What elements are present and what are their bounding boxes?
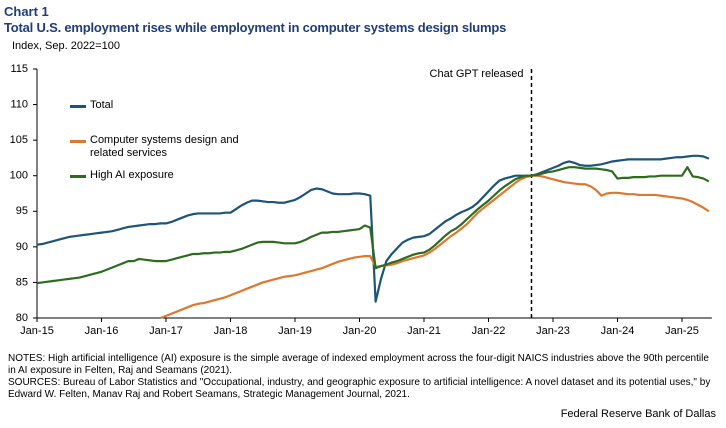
legend-swatch: [70, 140, 86, 143]
legend-label: Total: [90, 99, 114, 111]
y-tick-label: 85: [16, 276, 28, 288]
x-tick-label: Jan-20: [343, 325, 377, 337]
legend-swatch: [70, 105, 86, 108]
x-tick-label: Jan-23: [536, 325, 570, 337]
x-tick-label: Jan-18: [214, 325, 248, 337]
y-tick-label: 110: [10, 98, 28, 110]
y-tick-label: 90: [16, 241, 28, 253]
sources: SOURCES: Bureau of Labor Statistics and …: [8, 377, 711, 400]
legend-label: High AI exposure: [90, 169, 174, 181]
x-tick-label: Jan-25: [665, 325, 699, 337]
x-tick-label: Jan-19: [278, 325, 312, 337]
notes-block: NOTES: High artificial intelligence (AI)…: [8, 353, 713, 401]
chart-label: Chart 1: [4, 4, 49, 19]
x-tick-label: Jan-15: [20, 325, 54, 337]
legend-swatch: [70, 175, 86, 178]
series-line: [36, 166, 710, 285]
x-tick-label: Jan-22: [472, 325, 506, 337]
y-tick-label: 95: [16, 205, 28, 217]
y-tick-label: 80: [16, 312, 28, 324]
y-tick-label: 115: [10, 63, 28, 75]
notes: NOTES: High artificial intelligence (AI)…: [8, 353, 709, 376]
x-tick-label: Jan-21: [407, 325, 441, 337]
y-tick-label: 100: [10, 170, 28, 182]
legend-label: Computer systems design and related serv…: [90, 134, 239, 159]
series-line: [160, 174, 710, 320]
event-label: Chat GPT released: [430, 68, 524, 80]
y-tick-label: 105: [10, 134, 28, 146]
credit: Federal Reserve Bank of Dallas: [560, 408, 716, 420]
chart-subtitle: Index, Sep. 2022=100: [12, 40, 120, 52]
x-tick-label: Jan-24: [601, 325, 635, 337]
chart-title: Total U.S. employment rises while employ…: [4, 20, 507, 35]
x-tick-label: Jan-17: [149, 325, 183, 337]
x-tick-label: Jan-16: [85, 325, 119, 337]
